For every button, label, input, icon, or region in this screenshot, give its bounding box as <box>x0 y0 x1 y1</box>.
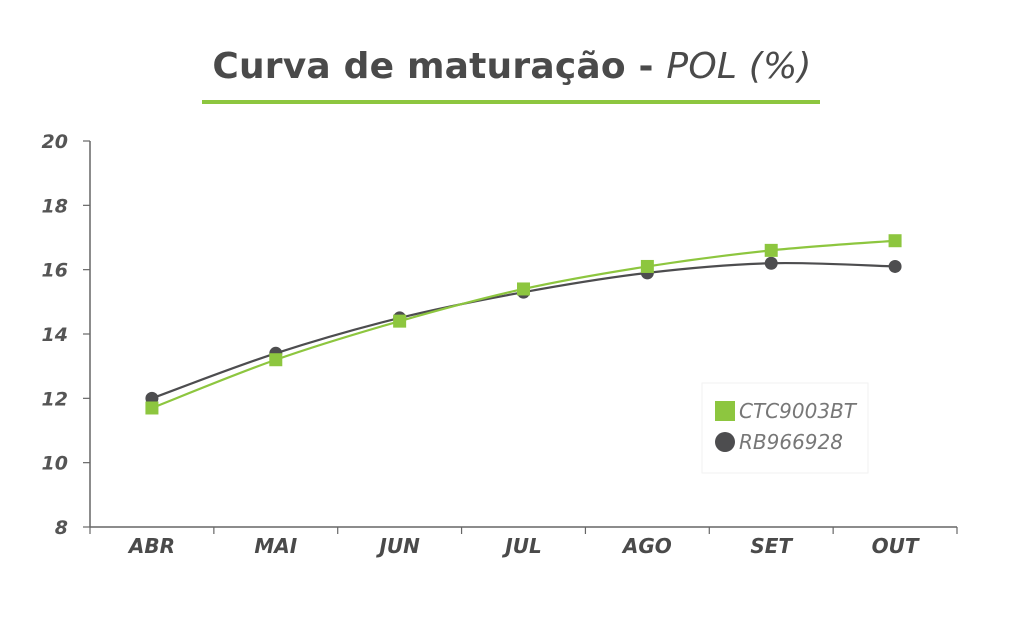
x-tick-label: OUT <box>872 534 920 558</box>
data-point-ctc9003bt <box>393 314 407 328</box>
chart-title-main: Curva de maturação - <box>212 46 667 87</box>
data-point-ctc9003bt <box>888 234 902 248</box>
data-point-rb966928 <box>888 259 902 273</box>
legend-marker-ctc9003bt <box>715 401 735 421</box>
y-axis-ticks: 8 10 12 14 16 18 20 <box>42 131 90 539</box>
chart-title-italic: POL (%) <box>666 46 812 87</box>
x-tick-label: JUL <box>501 534 541 558</box>
x-tick-label: MAI <box>254 534 297 558</box>
legend-label-ctc9003bt: CTC9003BT <box>739 399 858 423</box>
x-tick-label: JUN <box>375 534 420 558</box>
data-point-rb966928 <box>764 256 778 270</box>
data-point-ctc9003bt <box>640 259 654 273</box>
y-tick-label: 10 <box>42 453 68 475</box>
data-point-ctc9003bt <box>764 243 778 257</box>
series-markers <box>145 234 902 415</box>
title-underline <box>202 100 820 104</box>
data-point-ctc9003bt <box>269 353 283 367</box>
chart-title: Curva de maturação - POL (%) <box>0 46 1024 87</box>
legend-marker-rb966928 <box>715 432 735 452</box>
legend: CTC9003BT RB966928 <box>701 382 869 474</box>
x-tick-label: SET <box>750 534 793 558</box>
y-tick-label: 14 <box>42 324 68 346</box>
x-tick-label: ABR <box>127 534 175 558</box>
y-tick-label: 16 <box>42 260 68 282</box>
y-tick-label: 8 <box>55 517 68 539</box>
data-point-ctc9003bt <box>517 282 530 296</box>
y-tick-label: 12 <box>42 388 68 410</box>
x-tick-label: AGO <box>621 534 672 558</box>
y-tick-label: 20 <box>42 131 68 153</box>
legend-label-rb966928: RB966928 <box>739 430 843 454</box>
y-tick-label: 18 <box>42 195 68 217</box>
data-point-ctc9003bt <box>145 401 159 415</box>
x-axis-ticks: ABR MAI JUN JUL AGO SET OUT <box>89 527 958 558</box>
legend-box <box>701 382 869 474</box>
